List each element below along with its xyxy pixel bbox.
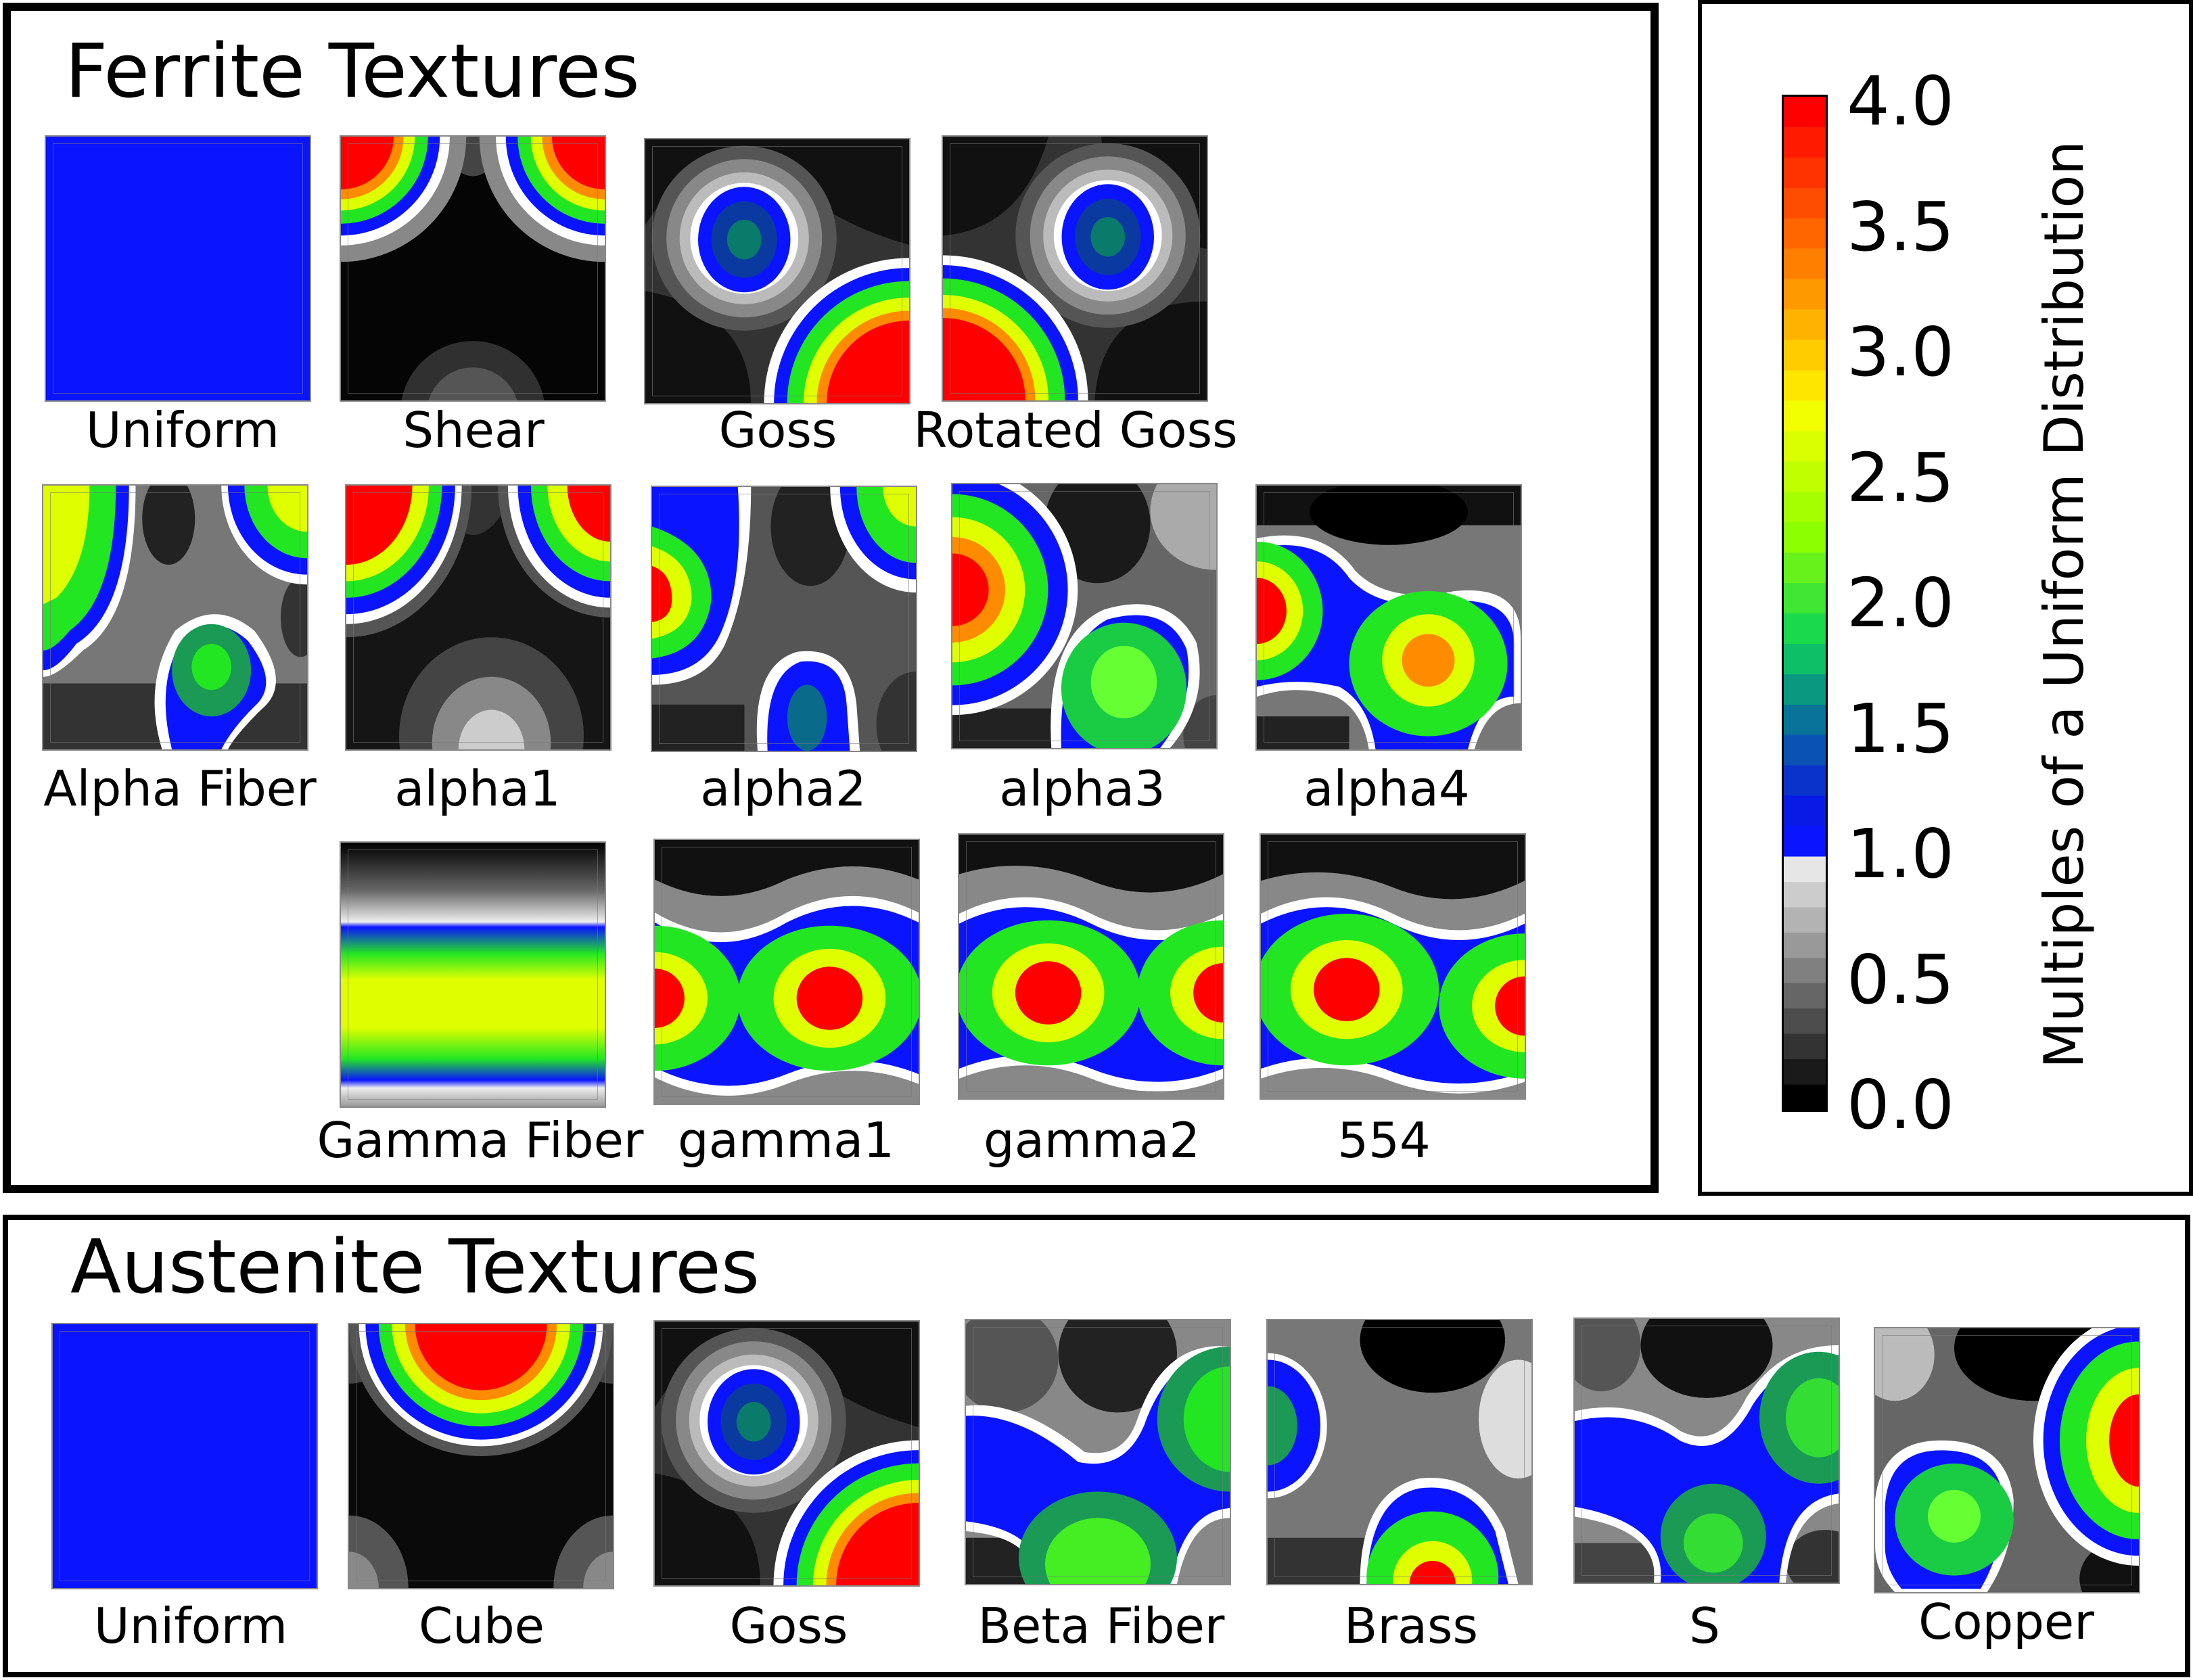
label-ferrite-gamma-fiber: Gamma Fiber bbox=[317, 1112, 644, 1169]
tile-austenite-goss bbox=[653, 1320, 920, 1587]
tile-austenite-brass bbox=[1266, 1319, 1533, 1585]
colorbar-tick-label: 4.0 bbox=[1847, 62, 1955, 141]
colorbar-tick-label: 3.5 bbox=[1847, 187, 1955, 266]
label-austenite-brass: Brass bbox=[1343, 1597, 1479, 1654]
label-ferrite-alpha3: alpha3 bbox=[999, 760, 1165, 817]
label-ferrite-554: 554 bbox=[1337, 1112, 1431, 1169]
tile-austenite-cube bbox=[348, 1323, 614, 1589]
tile-ferrite-gamma-fiber bbox=[340, 841, 606, 1108]
tile-ferrite-goss bbox=[644, 138, 910, 404]
label-ferrite-alpha4: alpha4 bbox=[1303, 760, 1470, 817]
tile-austenite-uniform bbox=[51, 1323, 318, 1589]
label-ferrite-gamma1: gamma1 bbox=[677, 1112, 895, 1169]
tile-ferrite-alpha2 bbox=[651, 486, 917, 752]
tile-austenite-beta-fiber bbox=[965, 1319, 1231, 1585]
label-austenite-goss: Goss bbox=[729, 1597, 848, 1654]
colorbar-tick-label: 1.0 bbox=[1847, 814, 1955, 893]
colorbar-tick-label: 0.5 bbox=[1847, 939, 1955, 1019]
label-austenite-cube: Cube bbox=[419, 1597, 545, 1654]
austenite-title: Austenite Textures bbox=[70, 1223, 760, 1310]
tile-ferrite-shear bbox=[340, 135, 606, 402]
label-austenite-uniform: Uniform bbox=[93, 1597, 288, 1654]
label-austenite-beta-fiber: Beta Fiber bbox=[977, 1597, 1225, 1654]
tile-ferrite-alpha3 bbox=[951, 483, 1218, 749]
colorbar-tick-label: 0.0 bbox=[1847, 1065, 1955, 1144]
tile-ferrite-alpha-fiber bbox=[42, 484, 308, 751]
tile-ferrite-gamma2 bbox=[958, 833, 1224, 1100]
tile-austenite-s bbox=[1573, 1317, 1840, 1584]
label-ferrite-shear: Shear bbox=[402, 402, 545, 459]
ferrite-title: Ferrite Textures bbox=[65, 28, 640, 114]
tile-ferrite-gamma1 bbox=[653, 839, 920, 1105]
tile-ferrite-alpha4 bbox=[1255, 484, 1522, 751]
tile-ferrite-rotated-goss bbox=[942, 135, 1208, 402]
label-austenite-copper: Copper bbox=[1918, 1593, 2094, 1650]
tile-ferrite-alpha1 bbox=[345, 484, 611, 751]
colorbar-panel bbox=[1698, 0, 2193, 1196]
colorbar-tick-label: 3.0 bbox=[1847, 312, 1955, 392]
label-ferrite-alpha2: alpha2 bbox=[700, 760, 867, 817]
label-ferrite-alpha1: alpha1 bbox=[394, 760, 561, 817]
tile-austenite-copper bbox=[1874, 1327, 2140, 1593]
tile-ferrite-uniform bbox=[45, 135, 311, 402]
colorbar-tick-label: 2.5 bbox=[1847, 438, 1955, 517]
label-ferrite-goss: Goss bbox=[718, 402, 837, 459]
label-austenite-s: S bbox=[1689, 1597, 1720, 1654]
colorbar-title: Multiples of a Uniform Distribution bbox=[2033, 140, 2096, 1069]
colorbar-tick-label: 2.0 bbox=[1847, 563, 1955, 643]
colorbar-tick-label: 1.5 bbox=[1847, 689, 1955, 768]
label-ferrite-rotated-goss: Rotated Goss bbox=[913, 402, 1238, 459]
colorbar bbox=[1782, 95, 1828, 1112]
label-ferrite-gamma2: gamma2 bbox=[983, 1112, 1201, 1169]
label-ferrite-uniform: Uniform bbox=[85, 402, 280, 459]
label-ferrite-alpha-fiber: Alpha Fiber bbox=[43, 760, 317, 817]
tile-ferrite-554 bbox=[1260, 833, 1526, 1100]
